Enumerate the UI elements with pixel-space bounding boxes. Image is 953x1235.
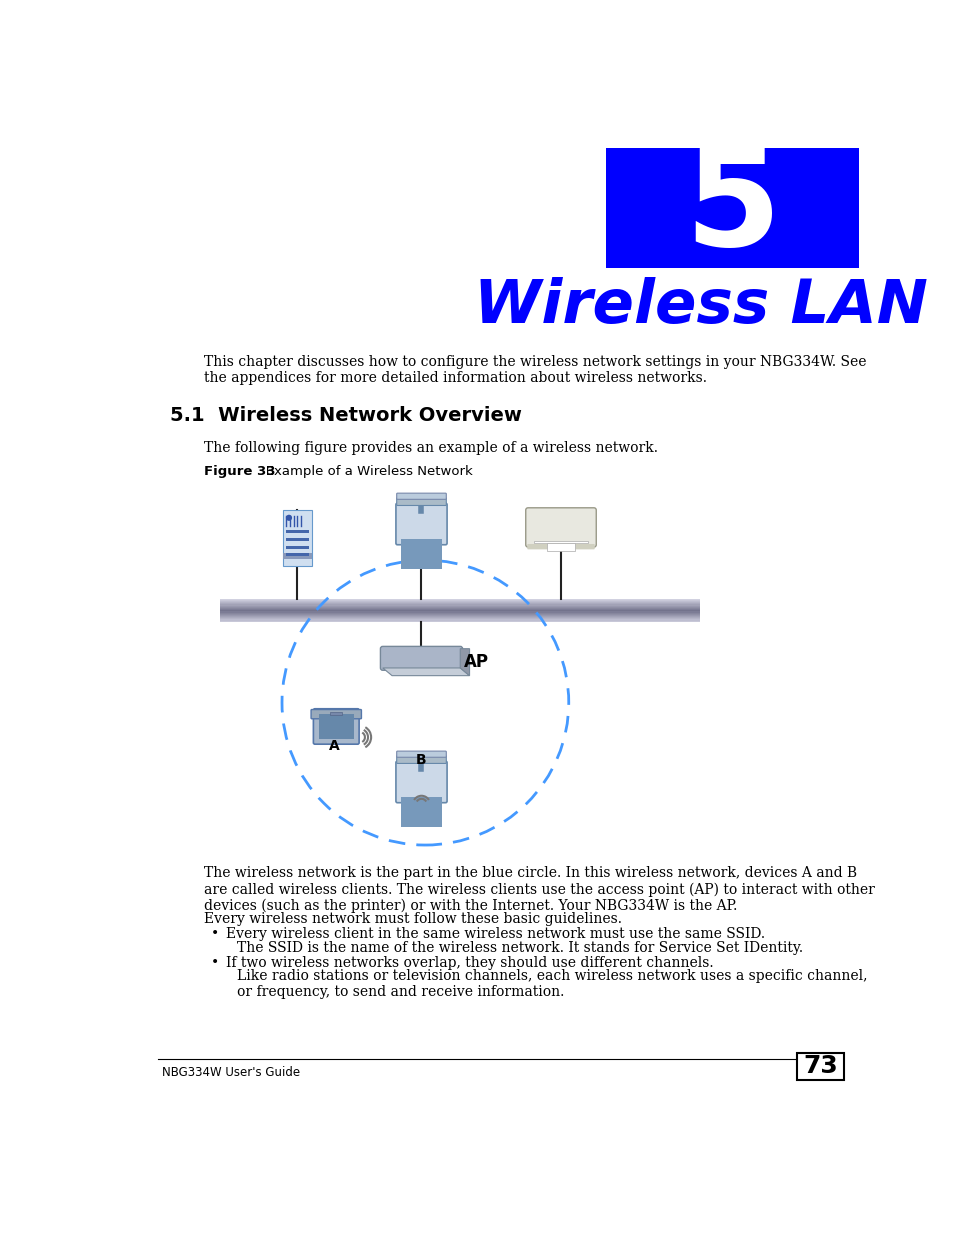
Bar	[318, 714, 354, 739]
Bar	[401, 798, 441, 826]
Text: A: A	[329, 740, 339, 753]
Polygon shape	[459, 648, 469, 676]
Text: 5.1  Wireless Network Overview: 5.1 Wireless Network Overview	[170, 406, 521, 425]
Text: AP: AP	[464, 653, 489, 671]
Text: This chapter discusses how to configure the wireless network settings in your NB: This chapter discusses how to configure …	[204, 354, 866, 385]
Bar	[286, 537, 309, 541]
Text: Example of a Wireless Network: Example of a Wireless Network	[253, 466, 472, 478]
Text: •: •	[211, 927, 219, 941]
Bar	[330, 711, 342, 715]
Bar	[534, 541, 587, 543]
FancyBboxPatch shape	[311, 710, 361, 719]
Text: Every wireless network must follow these basic guidelines.: Every wireless network must follow these…	[204, 911, 622, 926]
Bar	[286, 530, 309, 534]
Text: Every wireless client in the same wireless network must use the same SSID.: Every wireless client in the same wirele…	[226, 927, 764, 941]
Bar	[546, 543, 575, 551]
Text: B: B	[416, 752, 426, 767]
Bar	[286, 546, 309, 548]
Text: The wireless network is the part in the blue circle. In this wireless network, d: The wireless network is the part in the …	[204, 866, 875, 913]
FancyBboxPatch shape	[396, 498, 446, 505]
Bar	[605, 148, 858, 268]
Text: Wireless LAN: Wireless LAN	[473, 277, 926, 336]
Bar	[401, 540, 441, 568]
Text: The SSID is the name of the wireless network. It stands for Service Set IDentity: The SSID is the name of the wireless net…	[236, 941, 802, 955]
Text: If two wireless networks overlap, they should use different channels.: If two wireless networks overlap, they s…	[226, 956, 713, 969]
Text: •: •	[211, 956, 219, 969]
Text: 73: 73	[802, 1055, 837, 1078]
FancyBboxPatch shape	[395, 503, 447, 545]
Bar	[282, 553, 312, 559]
Text: NBG334W User's Guide: NBG334W User's Guide	[162, 1066, 299, 1079]
Circle shape	[286, 515, 292, 521]
FancyBboxPatch shape	[395, 761, 447, 803]
Bar	[797, 1053, 843, 1079]
FancyBboxPatch shape	[380, 646, 462, 671]
FancyBboxPatch shape	[527, 543, 594, 550]
Text: Like radio stations or television channels, each wireless network uses a specifi: Like radio stations or television channe…	[236, 969, 866, 999]
Text: The following figure provides an example of a wireless network.: The following figure provides an example…	[204, 441, 658, 454]
FancyBboxPatch shape	[525, 508, 596, 547]
Polygon shape	[382, 668, 469, 676]
Text: 5: 5	[683, 140, 780, 275]
Text: Figure 33: Figure 33	[204, 466, 275, 478]
FancyBboxPatch shape	[396, 751, 446, 757]
Bar	[282, 510, 312, 566]
FancyBboxPatch shape	[396, 493, 446, 499]
FancyBboxPatch shape	[396, 756, 446, 763]
FancyBboxPatch shape	[313, 709, 358, 745]
Bar	[286, 553, 309, 556]
